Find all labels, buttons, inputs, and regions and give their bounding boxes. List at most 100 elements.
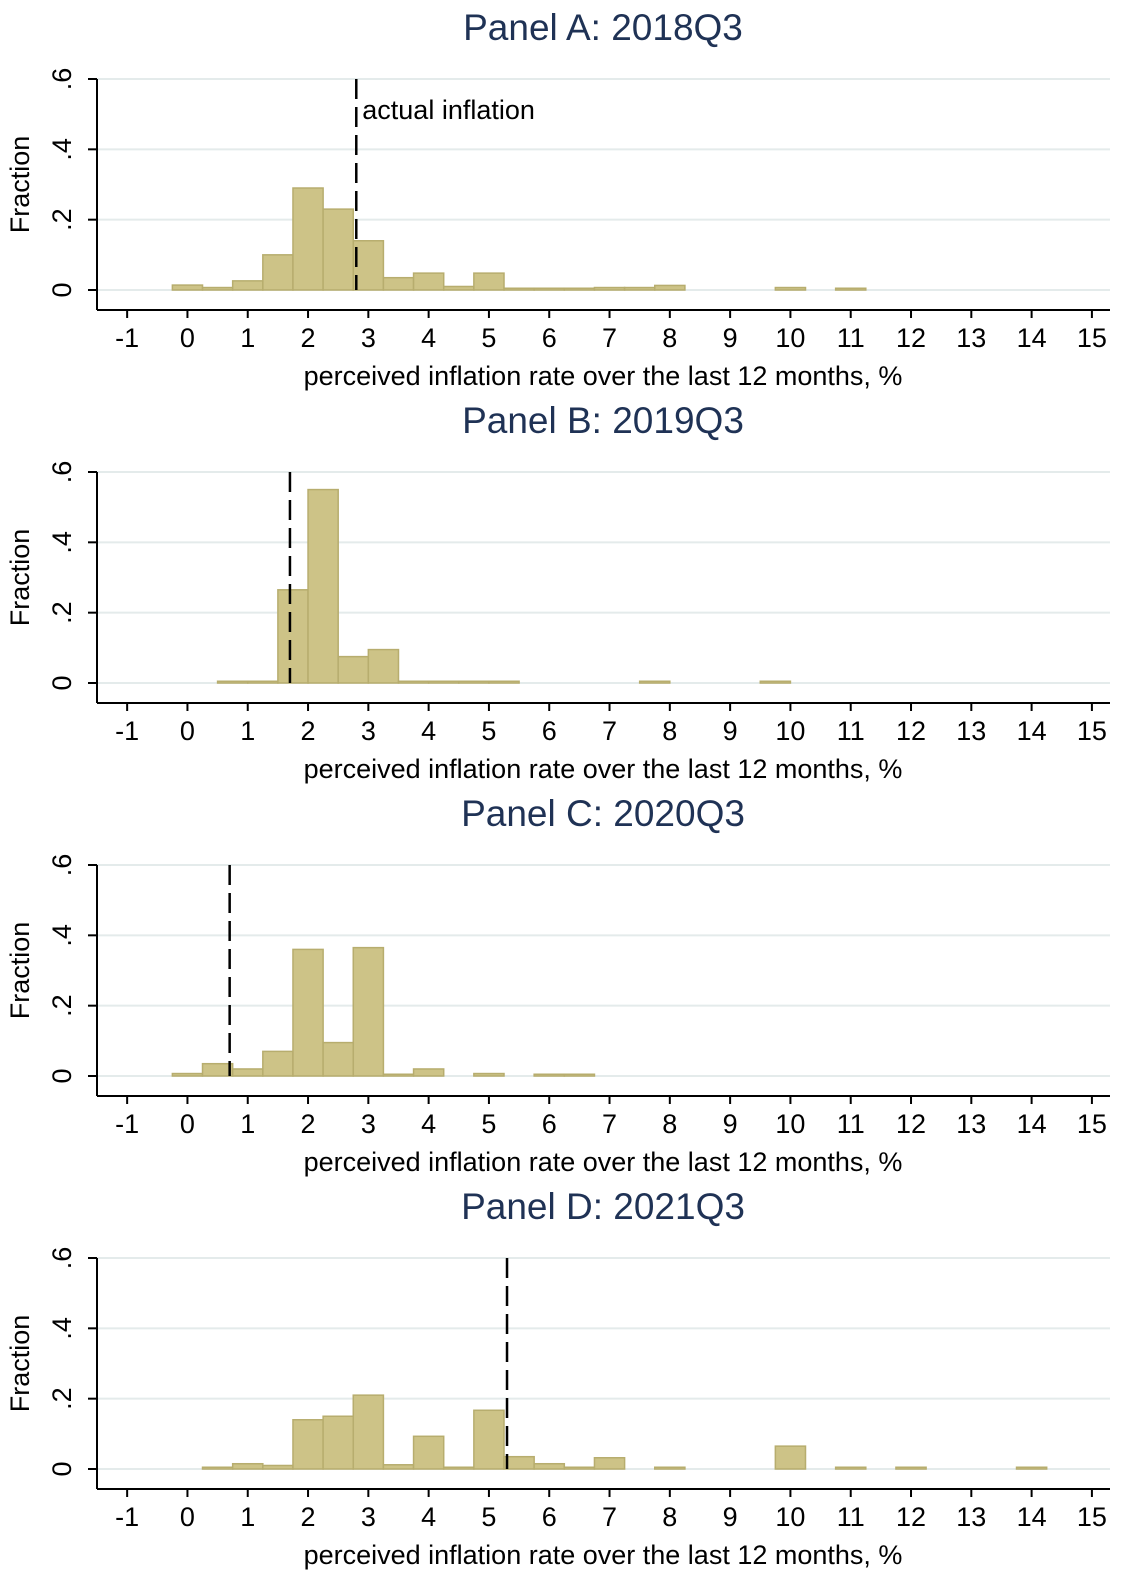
histogram-bar	[171, 284, 204, 291]
x-tick-label: -1	[115, 716, 139, 746]
histogram-bar	[654, 284, 686, 291]
x-tick-label: 5	[481, 1109, 496, 1139]
x-tick-label: 0	[180, 1502, 195, 1532]
histogram-bar	[638, 680, 671, 684]
x-axis-title: perceived inflation rate over the last 1…	[304, 1540, 903, 1570]
x-tick-label: 0	[180, 1109, 195, 1139]
x-axis-title: perceived inflation rate over the last 1…	[304, 1147, 903, 1177]
x-tick-label: 12	[896, 716, 926, 746]
x-tick-label: 15	[1077, 1109, 1107, 1139]
histogram-bar	[292, 187, 324, 291]
x-tick-label: 8	[662, 1109, 677, 1139]
x-tick-label: 11	[837, 323, 865, 353]
x-tick-label: 13	[956, 323, 986, 353]
x-tick-label: 4	[421, 1502, 436, 1532]
x-tick-label: 7	[602, 323, 617, 353]
panel-0: Panel A: 2018Q3 0 .2 .4 .6 Fraction actual inf…	[5, 7, 1110, 391]
x-tick-label: 9	[723, 716, 738, 746]
x-tick-label: 7	[602, 1502, 617, 1532]
x-tick-label: -1	[115, 323, 139, 353]
x-tick-label: 1	[240, 716, 255, 746]
y-axis-title: Fraction	[5, 136, 35, 234]
x-tick-label: -1	[115, 1109, 139, 1139]
x-tick-label: 13	[956, 716, 986, 746]
histogram-bar	[533, 1462, 566, 1470]
histogram-bar	[412, 272, 445, 291]
histogram-bar	[397, 680, 430, 684]
x-tick-label: 11	[837, 716, 865, 746]
histogram-bar	[533, 1073, 566, 1077]
x-tick-label: 12	[896, 1109, 926, 1139]
histogram-bar	[488, 680, 520, 684]
histogram-bar	[201, 1466, 234, 1470]
x-tick-label: 12	[896, 1502, 926, 1532]
x-tick-label: 0	[180, 716, 195, 746]
x-tick-label: 9	[723, 1502, 738, 1532]
histogram-bar	[412, 1068, 445, 1077]
histogram-bar	[201, 1062, 234, 1077]
x-tick-label: 1	[240, 323, 255, 353]
histogram-bar	[623, 286, 656, 291]
histogram-bar	[246, 680, 279, 684]
y-tick-label: .6	[47, 1247, 77, 1270]
histogram-bar	[442, 285, 475, 291]
x-tick-label: 3	[361, 1502, 376, 1532]
x-tick-label: 10	[775, 323, 805, 353]
panel-title: Panel C: 2020Q3	[461, 793, 745, 834]
y-tick-label: 0	[47, 1068, 77, 1083]
histogram-bar	[382, 1464, 415, 1470]
y-tick-label: .6	[47, 68, 77, 91]
histogram-bar	[593, 286, 626, 291]
x-tick-label: 6	[542, 1109, 557, 1139]
histogram-bar	[352, 946, 385, 1077]
histogram-bar	[593, 1456, 626, 1470]
histogram-bar	[382, 1073, 415, 1077]
histogram-bar	[563, 1073, 596, 1077]
panel-title: Panel A: 2018Q3	[463, 7, 743, 48]
x-tick-label: 6	[542, 323, 557, 353]
histogram-bar	[503, 1455, 535, 1470]
x-tick-label: 7	[602, 716, 617, 746]
histogram-bar	[322, 1415, 355, 1470]
histogram-bar	[563, 287, 596, 291]
x-tick-label: 15	[1077, 716, 1107, 746]
x-tick-label: 7	[602, 1109, 617, 1139]
histogram-bar	[231, 1068, 264, 1077]
histogram-bar	[533, 287, 566, 291]
y-tick-label: 0	[47, 675, 77, 690]
y-axis-title: Fraction	[5, 1315, 35, 1413]
histogram-bar	[231, 1462, 264, 1470]
x-tick-label: 9	[723, 1109, 738, 1139]
x-tick-label: 3	[361, 323, 376, 353]
y-tick-label: .2	[47, 994, 77, 1017]
histogram-bar	[352, 240, 385, 291]
actual-inflation-label: actual inflation	[362, 95, 535, 125]
x-tick-label: 8	[662, 1502, 677, 1532]
histogram-bar	[216, 680, 249, 684]
histogram-bar	[427, 680, 460, 684]
x-tick-label: 2	[301, 1109, 316, 1139]
x-tick-label: 14	[1017, 1109, 1047, 1139]
histogram-bar	[292, 1419, 324, 1470]
y-axis-title: Fraction	[5, 529, 35, 627]
y-tick-label: .2	[47, 601, 77, 624]
x-tick-label: 10	[775, 716, 805, 746]
histogram-bar	[442, 1466, 475, 1470]
histogram-bar	[337, 655, 370, 684]
panel-title: Panel B: 2019Q3	[462, 400, 744, 441]
x-tick-label: 3	[361, 716, 376, 746]
y-tick-label: 0	[47, 1461, 77, 1476]
x-tick-label: 3	[361, 1109, 376, 1139]
x-tick-label: 4	[421, 716, 436, 746]
y-tick-label: 0	[47, 282, 77, 297]
x-axis-title: perceived inflation rate over the last 1…	[304, 754, 903, 784]
histogram-bar	[774, 1445, 807, 1470]
x-tick-label: 11	[837, 1109, 865, 1139]
panel-title: Panel D: 2021Q3	[461, 1186, 745, 1227]
histogram-bar	[834, 1466, 867, 1470]
histogram-bar	[473, 1072, 505, 1077]
histogram-bar	[262, 254, 294, 291]
histogram-bar	[473, 1409, 505, 1470]
